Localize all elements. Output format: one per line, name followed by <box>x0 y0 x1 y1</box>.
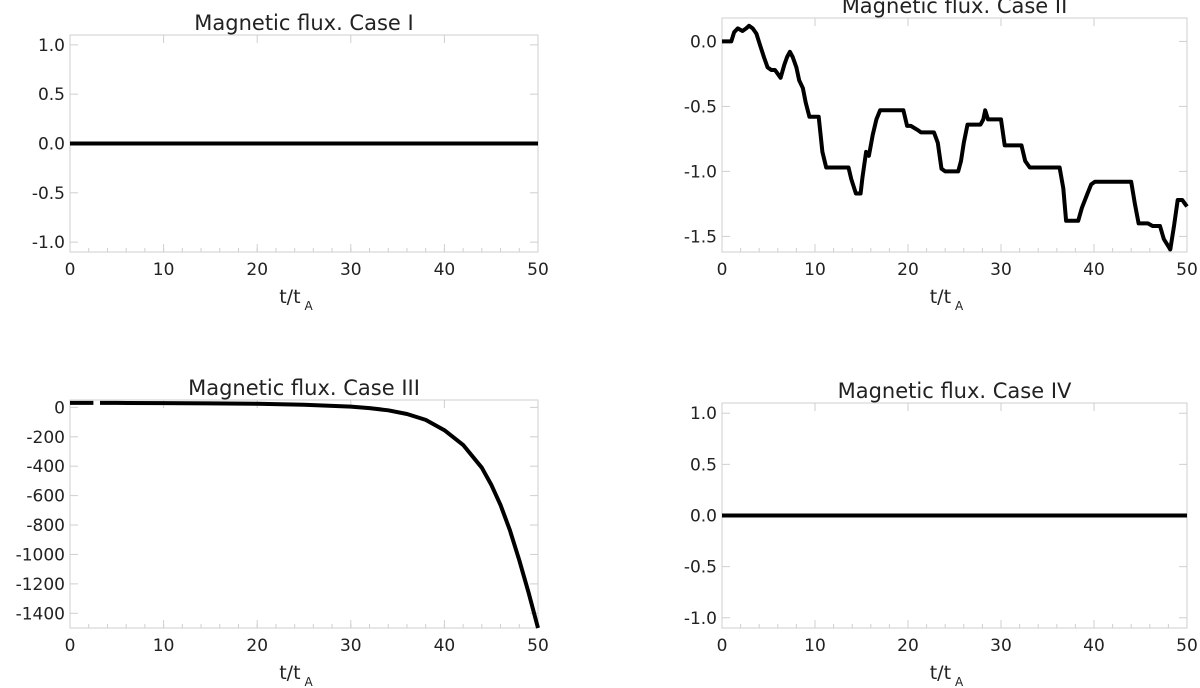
x-tick-label: 30 <box>990 636 1012 656</box>
y-tick-label: 1.0 <box>38 36 65 56</box>
y-tick-label: -200 <box>26 428 65 448</box>
chart-title-case-3: Magnetic flux. Case III <box>188 376 420 400</box>
y-tick-label: -1.0 <box>684 609 717 629</box>
x-tick-label: 10 <box>153 260 175 280</box>
y-tick-label: 0.5 <box>690 455 717 475</box>
x-tick-label: 40 <box>1083 636 1105 656</box>
x-tick-label: 30 <box>340 260 362 280</box>
x-axis-label: t/t A <box>930 662 964 688</box>
x-tick-label: 50 <box>1176 636 1198 656</box>
series-line-case-3 <box>70 400 540 629</box>
y-tick-label: -1000 <box>16 545 65 565</box>
x-axis-label-subscript: A <box>305 299 314 313</box>
chart-title-case-4: Magnetic flux. Case IV <box>838 379 1072 403</box>
x-tick-label: 40 <box>1083 260 1105 280</box>
panel-case-1: Magnetic flux. Case I 0 10 20 30 40 50 -1.0 -0.5… <box>32 11 549 313</box>
plot-frame-case-2 <box>721 17 1188 253</box>
y-tick-label: -0.5 <box>684 558 717 578</box>
x-axis-label-subscript: A <box>305 675 314 688</box>
plot-frame-case-3 <box>69 399 539 629</box>
x-tick-label: 20 <box>897 260 919 280</box>
x-axis-label-subscript: A <box>955 299 964 313</box>
x-tick-label: 20 <box>246 636 268 656</box>
x-tick-label: 50 <box>527 636 549 656</box>
x-tick-label: 0 <box>65 636 76 656</box>
y-tick-label: -0.5 <box>32 184 65 204</box>
x-tick-label: 0 <box>717 636 728 656</box>
x-tick-label: 0 <box>717 260 728 280</box>
x-tick-label: 20 <box>897 636 919 656</box>
x-axis-label-main: t/t <box>279 662 300 684</box>
x-tick-label: 50 <box>1176 260 1198 280</box>
x-tick-label: 20 <box>246 260 268 280</box>
x-tick-label: 40 <box>434 636 456 656</box>
x-axis-label-main: t/t <box>279 286 300 308</box>
x-axis-label: t/t A <box>279 662 313 688</box>
y-tick-label: 0.5 <box>38 85 65 105</box>
y-tick-label: -600 <box>26 487 65 507</box>
y-tick-label: -1200 <box>16 575 65 595</box>
x-tick-label: 10 <box>804 636 826 656</box>
x-tick-label: 0 <box>65 260 76 280</box>
y-tick-label: -1400 <box>16 604 65 624</box>
x-tick-label: 10 <box>804 260 826 280</box>
x-tick-label: 30 <box>340 636 362 656</box>
panel-case-3: Magnetic flux. Case III 0 10 20 30 40 50 -1400 -… <box>16 376 549 688</box>
panel-case-2: Magnetic flux. Case II 0 10 20 30 40 50 -1.5 -1.… <box>684 0 1198 313</box>
x-tick-label: 40 <box>434 260 456 280</box>
chart-title-case-2: Magnetic flux. Case II <box>842 0 1068 18</box>
series-line-case-2 <box>722 23 1189 252</box>
x-tick-label: 50 <box>527 260 549 280</box>
chart-title-case-1: Magnetic flux. Case I <box>194 11 413 35</box>
y-tick-label: -0.5 <box>684 97 717 117</box>
y-tick-label: -1.0 <box>684 162 717 182</box>
x-tick-label: 30 <box>990 260 1012 280</box>
y-tick-label: -800 <box>26 516 65 536</box>
y-tick-label: 0 <box>54 398 65 418</box>
x-tick-label: 10 <box>153 636 175 656</box>
y-tick-label: 1.0 <box>690 404 717 424</box>
x-axis-label: t/t A <box>279 286 313 313</box>
y-tick-label: 0.0 <box>690 32 717 52</box>
y-tick-label: -400 <box>26 457 65 477</box>
x-axis-label-subscript: A <box>955 675 964 688</box>
x-axis-label: t/t A <box>930 286 964 313</box>
y-tick-label: -1.5 <box>684 227 717 247</box>
y-tick-label: 0.0 <box>38 135 65 155</box>
y-tick-label: -1.0 <box>32 233 65 253</box>
y-tick-label: 0.0 <box>690 507 717 527</box>
x-axis-label-main: t/t <box>930 662 951 684</box>
x-axis-label-main: t/t <box>930 286 951 308</box>
panel-case-4: Magnetic flux. Case IV 0 10 20 30 40 50 -1.0 -0.… <box>684 379 1198 688</box>
